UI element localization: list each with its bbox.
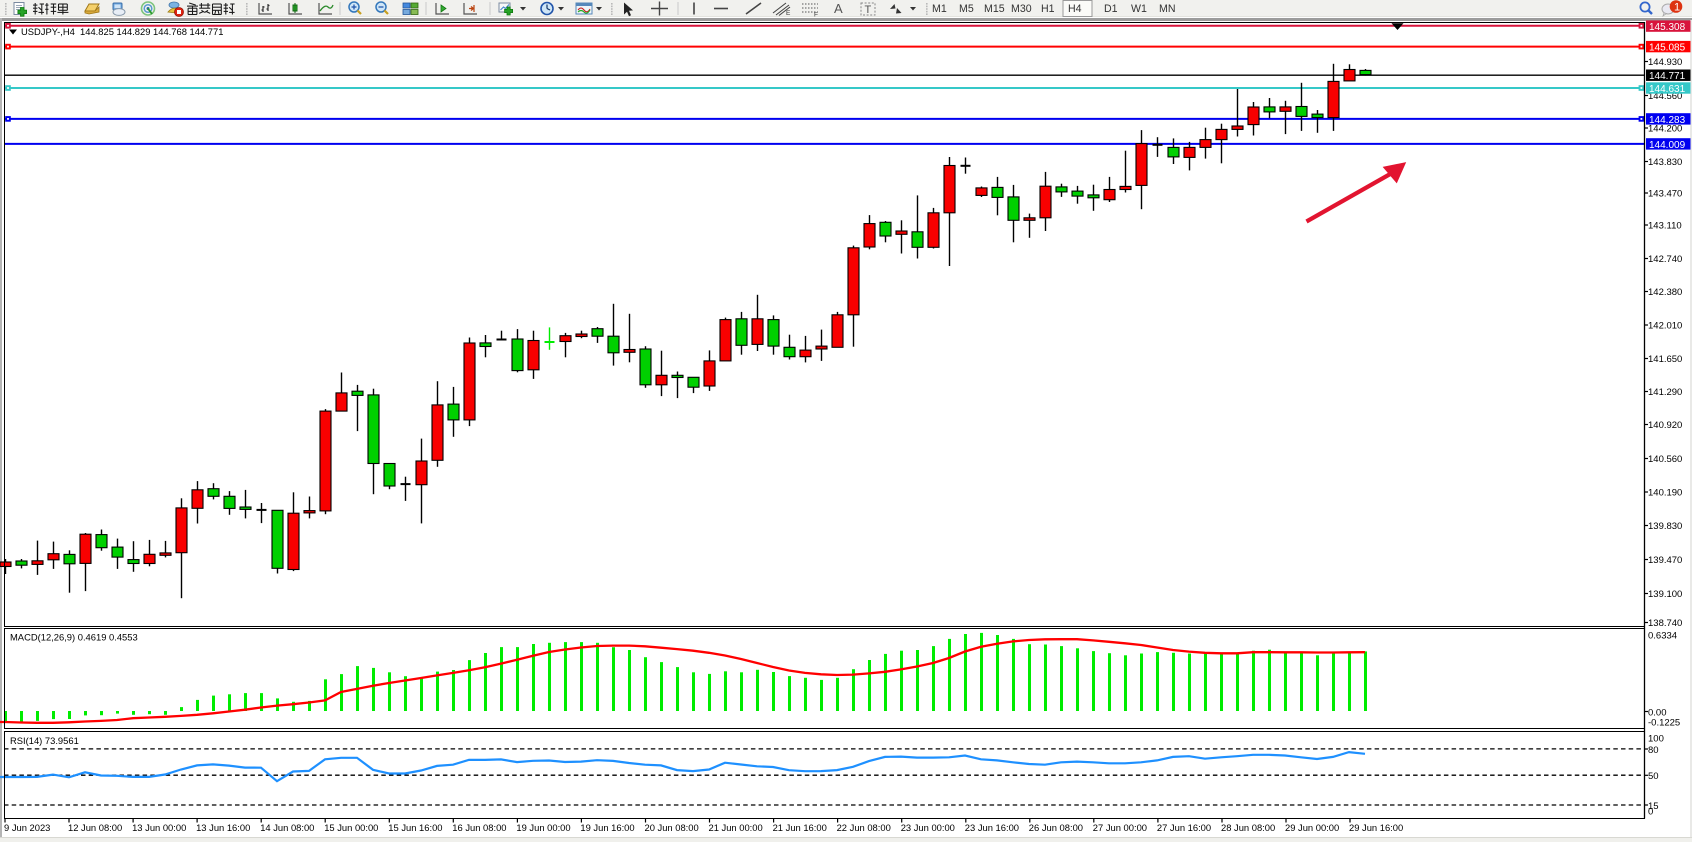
- svg-text:144.200: 144.200: [1648, 124, 1682, 135]
- svg-text:0.00: 0.00: [1648, 707, 1667, 718]
- svg-text:M15: M15: [984, 3, 1005, 15]
- svg-text:MACD(12,26,9) 0.4619 0.4553: MACD(12,26,9) 0.4619 0.4553: [10, 632, 138, 643]
- svg-text:13 Jun 16:00: 13 Jun 16:00: [196, 822, 250, 833]
- svg-text:141.290: 141.290: [1648, 387, 1682, 398]
- svg-text:144.560: 144.560: [1648, 91, 1682, 102]
- svg-text:0.6334: 0.6334: [1648, 630, 1677, 641]
- svg-text:15 Jun 00:00: 15 Jun 00:00: [324, 822, 378, 833]
- svg-text:143.110: 143.110: [1648, 221, 1682, 232]
- svg-text:27 Jun 16:00: 27 Jun 16:00: [1157, 822, 1211, 833]
- svg-text:50: 50: [1648, 771, 1659, 782]
- svg-text:M30: M30: [1011, 3, 1032, 15]
- svg-text:144.283: 144.283: [1649, 115, 1686, 126]
- svg-text:27 Jun 00:00: 27 Jun 00:00: [1093, 822, 1147, 833]
- svg-text:139.470: 139.470: [1648, 555, 1682, 566]
- svg-text:139.830: 139.830: [1648, 521, 1682, 532]
- svg-text:E: E: [786, 10, 791, 17]
- svg-text:142.010: 142.010: [1648, 321, 1682, 332]
- svg-text:16 Jun 08:00: 16 Jun 08:00: [452, 822, 506, 833]
- svg-text:139.100: 139.100: [1648, 589, 1682, 600]
- svg-text:143.470: 143.470: [1648, 189, 1682, 200]
- svg-text:9 Jun 2023: 9 Jun 2023: [4, 822, 50, 833]
- svg-text:26 Jun 08:00: 26 Jun 08:00: [1029, 822, 1083, 833]
- svg-text:23 Jun 16:00: 23 Jun 16:00: [965, 822, 1019, 833]
- svg-text:13 Jun 00:00: 13 Jun 00:00: [132, 822, 186, 833]
- svg-text:144.771: 144.771: [1649, 71, 1686, 82]
- svg-text:145.308: 145.308: [1649, 22, 1686, 33]
- svg-text:28 Jun 08:00: 28 Jun 08:00: [1221, 822, 1275, 833]
- svg-text:21 Jun 00:00: 21 Jun 00:00: [709, 822, 763, 833]
- svg-text:22 Jun 08:00: 22 Jun 08:00: [837, 822, 891, 833]
- svg-text:19 Jun 00:00: 19 Jun 00:00: [516, 822, 570, 833]
- svg-text:144.009: 144.009: [1649, 140, 1686, 151]
- svg-text:29 Jun 16:00: 29 Jun 16:00: [1349, 822, 1403, 833]
- svg-text:14 Jun 08:00: 14 Jun 08:00: [260, 822, 314, 833]
- svg-text:F: F: [814, 12, 818, 18]
- svg-text:15: 15: [1648, 801, 1659, 812]
- svg-text:142.380: 142.380: [1648, 287, 1682, 298]
- svg-text:144.930: 144.930: [1648, 57, 1682, 68]
- svg-text:W1: W1: [1131, 3, 1147, 15]
- svg-text:M5: M5: [959, 3, 974, 15]
- svg-text:142.740: 142.740: [1648, 254, 1682, 265]
- svg-text:100: 100: [1648, 733, 1664, 744]
- svg-text:20 Jun 08:00: 20 Jun 08:00: [645, 822, 699, 833]
- svg-text:140.920: 140.920: [1648, 420, 1682, 431]
- svg-text:T: T: [865, 4, 872, 16]
- svg-text:138.740: 138.740: [1648, 618, 1682, 629]
- svg-text:MN: MN: [1159, 3, 1175, 15]
- svg-text:A: A: [834, 1, 843, 16]
- svg-text:D1: D1: [1104, 3, 1118, 15]
- svg-text:140.190: 140.190: [1648, 488, 1682, 499]
- svg-text:15 Jun 16:00: 15 Jun 16:00: [388, 822, 442, 833]
- svg-text:0: 0: [1648, 806, 1653, 817]
- svg-text:145.085: 145.085: [1649, 43, 1686, 54]
- svg-text:M1: M1: [932, 3, 947, 15]
- svg-text:23 Jun 00:00: 23 Jun 00:00: [901, 822, 955, 833]
- svg-text:21 Jun 16:00: 21 Jun 16:00: [773, 822, 827, 833]
- svg-text:USDJPY-,H4 144.825 144.829 14: USDJPY-,H4 144.825 144.829 144.768 144.7…: [21, 26, 223, 37]
- svg-text:19 Jun 16:00: 19 Jun 16:00: [580, 822, 634, 833]
- svg-text:144.631: 144.631: [1649, 84, 1686, 95]
- svg-text:140.560: 140.560: [1648, 454, 1682, 465]
- svg-text:141.650: 141.650: [1648, 354, 1682, 365]
- svg-text:12 Jun 08:00: 12 Jun 08:00: [68, 822, 122, 833]
- svg-text:29 Jun 00:00: 29 Jun 00:00: [1285, 822, 1339, 833]
- svg-text:1: 1: [1674, 2, 1680, 14]
- svg-text:H1: H1: [1041, 3, 1055, 15]
- svg-text:80: 80: [1648, 745, 1659, 756]
- svg-text:RSI(14) 73.9561: RSI(14) 73.9561: [10, 735, 79, 746]
- svg-text:143.830: 143.830: [1648, 157, 1682, 168]
- svg-text:-0.1225: -0.1225: [1648, 717, 1680, 728]
- svg-text:H4: H4: [1068, 3, 1082, 15]
